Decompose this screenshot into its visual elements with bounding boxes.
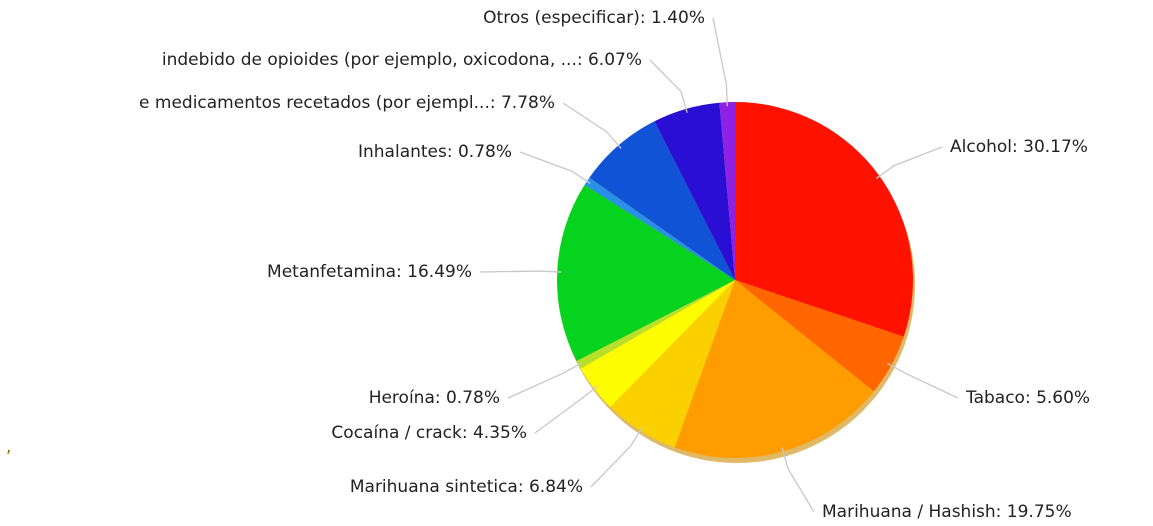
- slice-label: Otros (especificar): 1.40%: [483, 8, 705, 28]
- leader-line: [534, 385, 598, 434]
- pie-slice: [584, 177, 735, 280]
- slice-label: Tabaco: 5.60%: [965, 388, 1090, 408]
- leader-line: [479, 270, 562, 273]
- slice-label: Marihuana sintetica: 6.84%: [350, 477, 583, 497]
- slice-label: Marihuana / Hashish: 19.75%: [822, 502, 1072, 522]
- pie-slice: [610, 280, 735, 448]
- slice-label: Inhalantes: 0.78%: [358, 142, 512, 162]
- leader-line: [562, 102, 622, 149]
- pie-slice: [735, 280, 904, 392]
- slice-label: Heroína: 0.78%: [369, 388, 500, 408]
- leader-line: [887, 362, 959, 399]
- leader-line: [590, 426, 643, 488]
- note: ,: [6, 437, 11, 457]
- leader-line: [507, 362, 583, 399]
- leader-line: [875, 146, 943, 179]
- pie-slice: [556, 184, 735, 361]
- leader-line: [781, 447, 815, 513]
- pie-slice: [589, 121, 735, 280]
- pie-slice: [735, 102, 913, 337]
- leader-line: [519, 151, 591, 184]
- slice-label: Cocaína / crack: 4.35%: [331, 423, 527, 443]
- pie-slice: [580, 280, 735, 408]
- leader-line: [712, 17, 728, 107]
- leader-line: [649, 59, 688, 113]
- slice-label: Alcohol: 30.17%: [950, 137, 1088, 157]
- slice-label: e medicamentos recetados (por ejempl...:…: [139, 93, 555, 113]
- slice-label: indebido de opioides (por ejemplo, oxico…: [162, 50, 642, 70]
- pie-slice: [654, 102, 735, 280]
- pie-slice: [576, 280, 735, 369]
- pie-slice: [674, 280, 874, 459]
- slice-label: Metanfetamina: 16.49%: [267, 262, 472, 282]
- pie-slice: [719, 102, 735, 280]
